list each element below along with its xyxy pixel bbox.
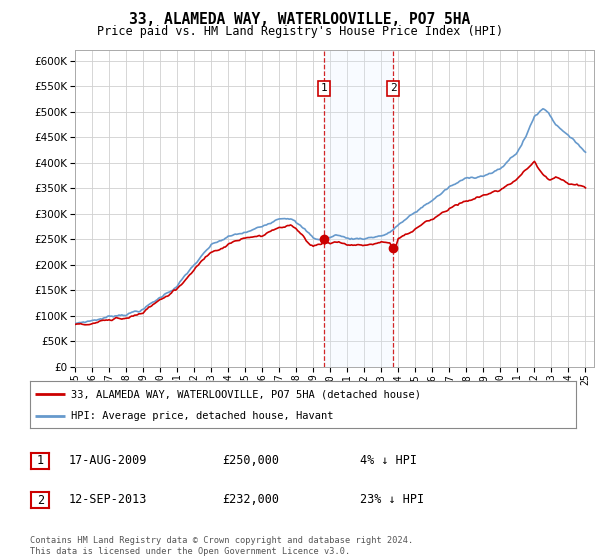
Text: 1: 1 xyxy=(37,454,44,468)
Text: 1: 1 xyxy=(320,83,327,94)
Text: £250,000: £250,000 xyxy=(222,454,279,467)
Text: 2: 2 xyxy=(390,83,397,94)
Text: HPI: Average price, detached house, Havant: HPI: Average price, detached house, Hava… xyxy=(71,411,334,421)
Text: 2: 2 xyxy=(37,493,44,507)
Text: 33, ALAMEDA WAY, WATERLOOVILLE, PO7 5HA: 33, ALAMEDA WAY, WATERLOOVILLE, PO7 5HA xyxy=(130,12,470,27)
Text: £232,000: £232,000 xyxy=(222,493,279,506)
Text: 17-AUG-2009: 17-AUG-2009 xyxy=(69,454,148,467)
Text: Price paid vs. HM Land Registry's House Price Index (HPI): Price paid vs. HM Land Registry's House … xyxy=(97,25,503,38)
Text: 23% ↓ HPI: 23% ↓ HPI xyxy=(360,493,424,506)
Text: 12-SEP-2013: 12-SEP-2013 xyxy=(69,493,148,506)
Text: Contains HM Land Registry data © Crown copyright and database right 2024.
This d: Contains HM Land Registry data © Crown c… xyxy=(30,536,413,556)
Text: 4% ↓ HPI: 4% ↓ HPI xyxy=(360,454,417,467)
Text: 33, ALAMEDA WAY, WATERLOOVILLE, PO7 5HA (detached house): 33, ALAMEDA WAY, WATERLOOVILLE, PO7 5HA … xyxy=(71,389,421,399)
Bar xyxy=(324,50,394,367)
